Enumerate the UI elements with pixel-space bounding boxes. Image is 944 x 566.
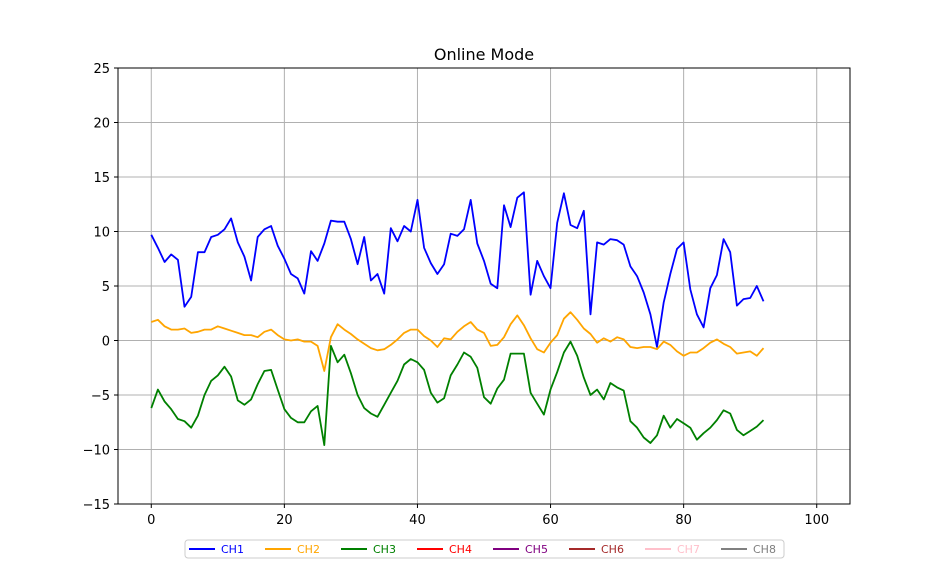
legend-label-ch6: CH6 bbox=[601, 543, 624, 556]
legend-label-ch4: CH4 bbox=[449, 543, 472, 556]
x-tick-label: 0 bbox=[147, 513, 155, 528]
grid bbox=[118, 67, 850, 505]
y-tick-label: 20 bbox=[93, 117, 110, 132]
y-axis: −15 −10 −5 0 5 10 15 20 25 bbox=[83, 62, 118, 513]
y-tick-label: −10 bbox=[83, 444, 110, 459]
y-tick-label: −15 bbox=[83, 498, 110, 513]
x-tick-label: 60 bbox=[542, 513, 559, 528]
legend-label-ch5: CH5 bbox=[525, 543, 548, 556]
y-tick-label: 10 bbox=[93, 226, 110, 241]
series-line-ch3 bbox=[150, 340, 765, 447]
legend-label-ch3: CH3 bbox=[373, 543, 396, 556]
plot-area bbox=[150, 191, 765, 447]
y-tick-label: 15 bbox=[93, 171, 110, 186]
x-tick-label: 40 bbox=[409, 513, 426, 528]
legend-label-ch2: CH2 bbox=[297, 543, 320, 556]
legend-frame bbox=[184, 539, 785, 559]
chart-title: Online Mode bbox=[434, 45, 534, 64]
legend: CH1 CH2 CH3 CH4 CH5 CH6 CH7 CH8 bbox=[184, 539, 785, 559]
legend-label-ch8: CH8 bbox=[753, 543, 776, 556]
y-tick-label: 0 bbox=[102, 335, 110, 350]
series-line-ch1 bbox=[150, 191, 765, 348]
y-tick-label: 5 bbox=[102, 280, 110, 295]
legend-label-ch7: CH7 bbox=[677, 543, 700, 556]
x-tick-label: 80 bbox=[675, 513, 692, 528]
x-tick-label: 20 bbox=[276, 513, 293, 528]
y-tick-label: −5 bbox=[91, 389, 110, 404]
x-axis: 0 20 40 60 80 100 bbox=[147, 504, 829, 528]
x-tick-label: 100 bbox=[804, 513, 829, 528]
y-tick-label: 25 bbox=[93, 62, 110, 77]
legend-label-ch1: CH1 bbox=[221, 543, 244, 556]
series-line-ch2 bbox=[151, 311, 765, 372]
